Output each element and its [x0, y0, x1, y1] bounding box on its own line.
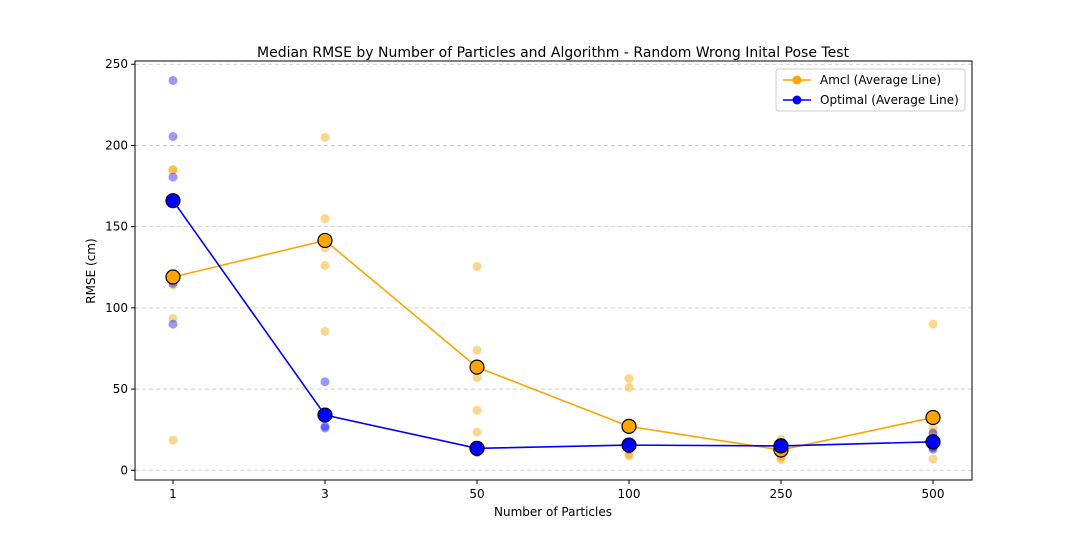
y-axis-label: RMSE (cm) — [84, 238, 98, 303]
average-marker-optimal-4 — [773, 438, 789, 454]
average-marker-amcl-0 — [165, 269, 181, 285]
scatter-point-optimal-0-0 — [168, 75, 178, 85]
scatter-point-amcl-0-4 — [168, 313, 178, 323]
scatter-point-amcl-0-5 — [168, 435, 178, 445]
scatter-point-optimal-0-5 — [168, 319, 178, 329]
scatter-point-amcl-2-4 — [472, 405, 482, 415]
x-tick-label-500: 500 — [922, 487, 945, 501]
scatter-point-amcl-1-5 — [320, 326, 330, 336]
average-marker-optimal-2 — [469, 440, 485, 456]
scatter-point-amcl-3-1 — [624, 382, 634, 392]
y-tick-label-150: 150 — [105, 220, 128, 234]
x-tick-label-250: 250 — [770, 487, 793, 501]
average-marker-amcl-3 — [621, 418, 637, 435]
plot-frame — [134, 60, 973, 481]
scatter-point-amcl-2-1 — [472, 345, 482, 355]
line-layer — [165, 193, 941, 458]
legend-marker-amcl — [792, 75, 802, 85]
scatter-point-optimal-0-2 — [168, 172, 178, 182]
x-tick-label-50: 50 — [469, 487, 484, 501]
average-marker-optimal-5 — [925, 434, 941, 450]
average-marker-optimal-1 — [317, 407, 333, 423]
grid-layer — [135, 63, 972, 471]
chart-title: Median RMSE by Number of Particles and A… — [257, 45, 849, 61]
axes-layer: 0 50 100 150 200 250 1 3 50 100 250 500 — [105, 57, 973, 501]
series-line-optimal — [172, 200, 934, 450]
scatter-point-amcl-5-2 — [928, 423, 938, 433]
scatter-point-optimal-1-2 — [320, 421, 330, 431]
x-tick-label-100: 100 — [618, 487, 641, 501]
legend-label-optimal: Optimal (Average Line) — [820, 93, 959, 107]
average-marker-amcl-5 — [925, 409, 941, 426]
scatter-point-amcl-1-4 — [320, 261, 330, 271]
average-marker-optimal-3 — [621, 437, 637, 453]
average-marker-amcl-2 — [469, 359, 485, 375]
y-tick-label-100: 100 — [105, 301, 128, 315]
scatter-point-amcl-3-5 — [624, 451, 634, 461]
scatter-point-amcl-0-0 — [168, 165, 178, 175]
y-tick-label-250: 250 — [105, 57, 128, 71]
scatter-layer — [168, 75, 938, 465]
scatter-point-amcl-1-0 — [320, 132, 330, 142]
legend-box — [775, 68, 966, 112]
legend-label-amcl: Amcl (Average Line) — [820, 73, 941, 87]
scatter-point-amcl-2-3 — [472, 373, 482, 383]
x-tick-label-1: 1 — [169, 487, 177, 501]
y-tick-label-0: 0 — [120, 463, 128, 477]
average-marker-optimal-0 — [165, 193, 181, 209]
scatter-point-amcl-2-0 — [472, 261, 482, 271]
average-marker-amcl-1 — [317, 232, 333, 249]
series-line-amcl — [172, 239, 934, 451]
scatter-point-amcl-5-0 — [928, 319, 938, 329]
scatter-point-amcl-5-5 — [928, 454, 938, 464]
scatter-point-amcl-1-1 — [320, 214, 330, 224]
x-axis-label: Number of Particles — [494, 505, 612, 519]
scatter-point-optimal-0-1 — [168, 132, 178, 142]
scatter-point-amcl-4-5 — [776, 455, 786, 465]
scatter-point-amcl-2-5 — [472, 427, 482, 437]
legend-marker-optimal — [792, 95, 802, 105]
x-tick-label-3: 3 — [321, 487, 329, 501]
scatter-point-amcl-3-0 — [624, 373, 634, 383]
scatter-point-amcl-0-1 — [168, 165, 178, 175]
scatter-point-optimal-1-0 — [320, 377, 330, 387]
y-tick-label-200: 200 — [105, 138, 128, 152]
y-tick-label-50: 50 — [113, 382, 128, 396]
legend: Amcl (Average Line) Optimal (Average Line… — [775, 68, 966, 112]
scatter-point-optimal-1-3 — [320, 423, 330, 433]
